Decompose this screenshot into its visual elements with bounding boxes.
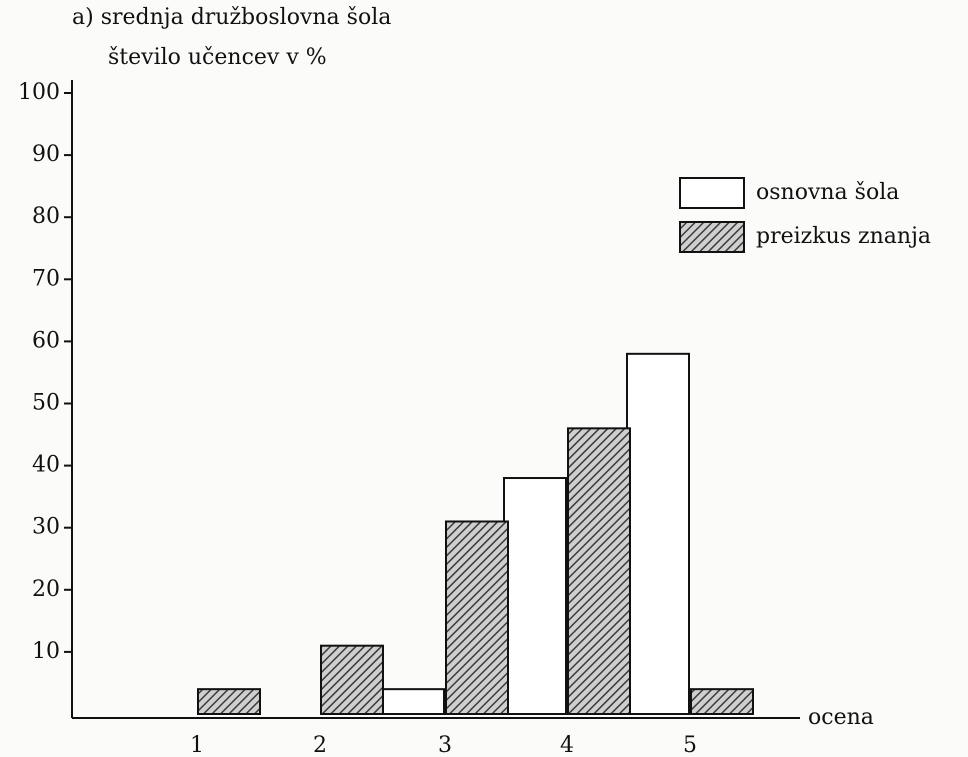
bar xyxy=(626,352,690,715)
y-tick-label: 90 xyxy=(32,142,60,167)
y-tick-label: 60 xyxy=(32,328,60,353)
x-tick-label: 4 xyxy=(560,733,574,757)
y-tick-label: 100 xyxy=(18,80,60,105)
bar xyxy=(567,427,631,715)
bar xyxy=(445,520,509,715)
y-tick-label: 20 xyxy=(32,577,60,602)
y-tick-label: 10 xyxy=(32,639,60,664)
y-tick-label: 70 xyxy=(32,266,60,291)
y-tick-label: 80 xyxy=(32,204,60,229)
bar xyxy=(690,688,754,715)
bar xyxy=(381,688,445,715)
x-tick-label: 1 xyxy=(190,733,204,757)
legend-label: preizkus znanja xyxy=(756,224,931,249)
y-tick-label: 50 xyxy=(32,391,60,416)
legend-label: osnovna šola xyxy=(756,180,899,205)
y-tick-label: 40 xyxy=(32,453,60,478)
legend-swatch xyxy=(679,177,745,209)
bar xyxy=(197,688,261,715)
bar xyxy=(320,644,384,715)
x-axis-label: ocena xyxy=(808,705,874,730)
x-tick-label: 5 xyxy=(683,733,697,757)
x-tick-label: 2 xyxy=(313,733,327,757)
y-axis-label: število učencev v % xyxy=(108,45,327,70)
x-tick-label: 3 xyxy=(438,733,452,757)
legend-swatch xyxy=(679,221,745,253)
bar xyxy=(503,477,567,715)
chart-title: a) srednja družboslovna šola xyxy=(72,5,391,30)
y-tick-label: 30 xyxy=(32,515,60,540)
